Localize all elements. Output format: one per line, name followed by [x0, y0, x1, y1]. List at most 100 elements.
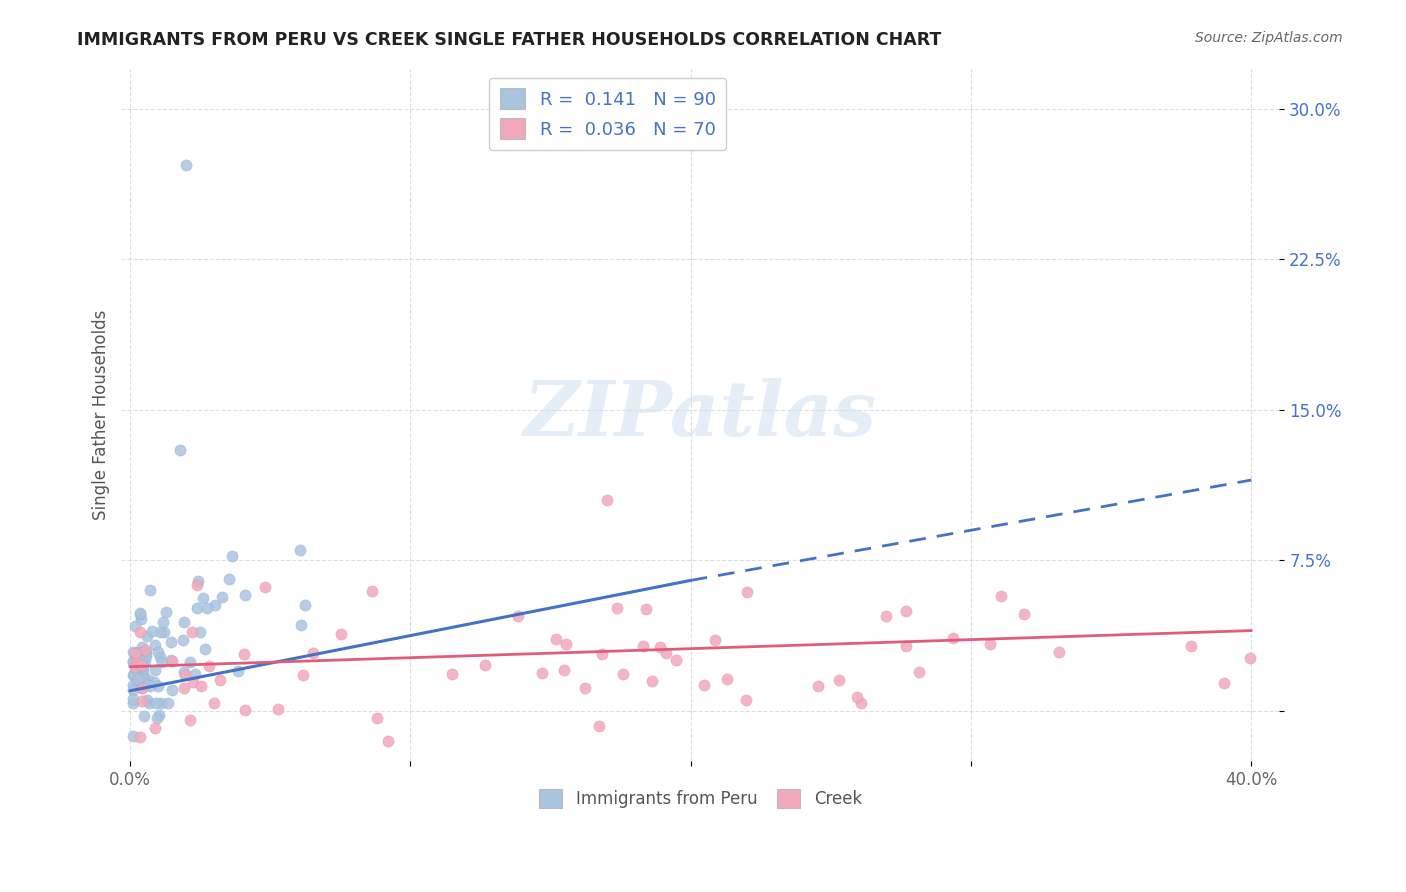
Point	[143, 721, 166, 735]
Point	[136, 673, 159, 687]
Point	[546, 632, 568, 646]
Point	[124, 667, 146, 681]
Point	[122, 654, 145, 668]
Point	[124, 619, 146, 633]
Point	[232, 648, 254, 662]
Point	[194, 641, 217, 656]
Point	[253, 580, 276, 594]
Point	[129, 612, 152, 626]
Point	[650, 640, 672, 655]
Point	[135, 649, 157, 664]
Point	[152, 615, 174, 629]
Point	[134, 676, 156, 690]
Point	[169, 442, 191, 457]
Point	[474, 658, 496, 673]
Point	[266, 702, 288, 716]
Point	[121, 645, 143, 659]
Point	[127, 645, 149, 659]
Point	[129, 658, 152, 673]
Point	[148, 708, 170, 723]
Point	[125, 675, 148, 690]
Point	[173, 681, 195, 695]
Point	[157, 696, 180, 710]
Point	[132, 709, 155, 723]
Point	[588, 719, 610, 733]
Point	[121, 678, 143, 692]
Point	[554, 637, 576, 651]
Point	[132, 678, 155, 692]
Point	[134, 645, 156, 659]
Point	[849, 696, 872, 710]
Point	[807, 679, 830, 693]
Point	[132, 673, 155, 687]
Point	[127, 657, 149, 672]
Point	[174, 158, 197, 172]
Point	[122, 692, 145, 706]
Point	[121, 729, 143, 743]
Point	[131, 694, 153, 708]
Point	[846, 690, 869, 704]
Point	[127, 672, 149, 686]
Point	[440, 667, 463, 681]
Point	[1180, 639, 1202, 653]
Point	[128, 731, 150, 745]
Point	[606, 601, 628, 615]
Point	[132, 659, 155, 673]
Point	[574, 681, 596, 695]
Point	[704, 633, 727, 648]
Point	[179, 655, 201, 669]
Legend: Immigrants from Peru, Creek: Immigrants from Peru, Creek	[533, 782, 869, 815]
Point	[208, 673, 231, 687]
Point	[291, 668, 314, 682]
Point	[301, 646, 323, 660]
Point	[595, 493, 617, 508]
Point	[612, 667, 634, 681]
Point	[735, 692, 758, 706]
Point	[141, 624, 163, 638]
Point	[121, 682, 143, 697]
Point	[553, 663, 575, 677]
Point	[121, 668, 143, 682]
Point	[634, 602, 657, 616]
Point	[360, 584, 382, 599]
Text: Source: ZipAtlas.com: Source: ZipAtlas.com	[1195, 31, 1343, 45]
Point	[124, 665, 146, 679]
Point	[366, 711, 388, 725]
Point	[149, 625, 172, 640]
Point	[134, 674, 156, 689]
Point	[211, 591, 233, 605]
Point	[233, 703, 256, 717]
Point	[198, 659, 221, 673]
Point	[186, 574, 208, 588]
Point	[127, 646, 149, 660]
Point	[186, 601, 208, 615]
Point	[693, 678, 716, 692]
Point	[125, 655, 148, 669]
Point	[172, 633, 194, 648]
Point	[131, 681, 153, 696]
Point	[979, 637, 1001, 651]
Point	[142, 674, 165, 689]
Point	[188, 624, 211, 639]
Point	[134, 678, 156, 692]
Point	[641, 673, 664, 688]
Point	[942, 632, 965, 646]
Point	[530, 665, 553, 680]
Point	[129, 606, 152, 620]
Point	[159, 634, 181, 648]
Point	[875, 609, 897, 624]
Point	[124, 647, 146, 661]
Point	[128, 676, 150, 690]
Y-axis label: Single Father Households: Single Father Households	[93, 310, 110, 520]
Point	[162, 654, 184, 668]
Point	[184, 666, 207, 681]
Point	[1012, 607, 1035, 621]
Point	[143, 663, 166, 677]
Point	[129, 624, 152, 639]
Point	[173, 665, 195, 679]
Point	[173, 615, 195, 629]
Point	[218, 572, 240, 586]
Point	[1047, 645, 1070, 659]
Text: IMMIGRANTS FROM PERU VS CREEK SINGLE FATHER HOUSEHOLDS CORRELATION CHART: IMMIGRANTS FROM PERU VS CREEK SINGLE FAT…	[77, 31, 942, 49]
Point	[591, 647, 613, 661]
